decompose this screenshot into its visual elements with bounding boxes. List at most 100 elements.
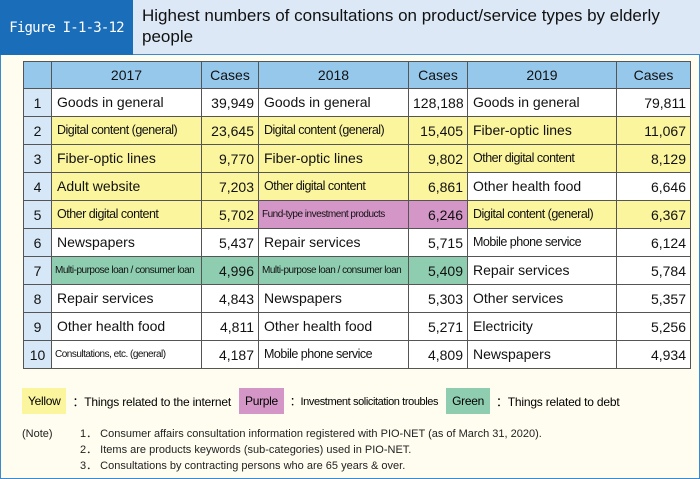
item-cell: Digital content (general) — [258, 116, 409, 145]
item-cell: Fund-type investment products — [258, 200, 409, 229]
item-cell: Newspapers — [467, 340, 617, 369]
cases-cell: 7,203 — [201, 172, 259, 201]
cases-cell: 8,129 — [616, 144, 691, 173]
item-cell: Goods in general — [258, 88, 409, 117]
table-row: 6 Newspapers 5,437 Repair services 5,715 Mobi… — [23, 228, 691, 257]
cases-cell: 11,067 — [616, 116, 691, 145]
note-item: 2． Items are products keywords (sub-cate… — [80, 444, 412, 456]
item-cell: Fiber-optic lines — [51, 144, 202, 173]
cases-cell: 39,949 — [201, 88, 259, 117]
item-cell: Newspapers — [51, 228, 202, 257]
item-cell: Digital content (general) — [51, 116, 202, 145]
cases-cell: 4,996 — [201, 256, 259, 285]
cases-cell: 4,187 — [201, 340, 259, 369]
cases-cell: 6,367 — [616, 200, 691, 229]
item-cell: Goods in general — [51, 88, 202, 117]
item-cell: Adult website — [51, 172, 202, 201]
item-cell: Consultations, etc. (general) — [51, 340, 202, 369]
cases-cell: 5,409 — [408, 256, 468, 285]
cases-cell: 9,770 — [201, 144, 259, 173]
item-cell: Fiber-optic lines — [467, 116, 617, 145]
figure-header: Figure I-1-3-12 Highest numbers of consu… — [0, 0, 700, 55]
cases-cell: 4,843 — [201, 284, 259, 313]
cases-cell: 5,702 — [201, 200, 259, 229]
legend-swatch-yellow: Yellow — [22, 388, 67, 414]
item-cell: Digital content (general) — [467, 200, 617, 229]
cases-cell: 23,645 — [201, 116, 259, 145]
column-header: Cases — [408, 61, 468, 89]
rank-cell: 6 — [23, 228, 52, 257]
item-cell: Mobile phone service — [467, 228, 617, 257]
item-cell: Other services — [467, 284, 617, 313]
rank-cell: 4 — [23, 172, 52, 201]
rank-cell: 10 — [23, 340, 52, 369]
item-cell: Other health food — [258, 312, 409, 341]
legend-label: ：Investment solicitation troubles — [289, 396, 439, 408]
table-header-row: 2017 Cases 2018 Cases 2019 Cases — [23, 61, 691, 89]
item-cell: Multi-purpose loan / consumer loan — [51, 256, 202, 285]
item-cell: Repair services — [51, 284, 202, 313]
column-header: 2017 — [51, 61, 202, 89]
rank-cell: 5 — [23, 200, 52, 229]
item-cell: Other digital content — [258, 172, 409, 201]
cases-cell: 6,246 — [408, 200, 468, 229]
table-row: 4 Adult website 7,203 Other digital content… — [23, 172, 691, 201]
rank-cell: 8 — [23, 284, 52, 313]
item-cell: Electricity — [467, 312, 617, 341]
rank-cell: 2 — [23, 116, 52, 145]
legend-swatch-purple: Purple — [239, 388, 284, 414]
item-cell: Fiber-optic lines — [258, 144, 409, 173]
cases-cell: 6,124 — [616, 228, 691, 257]
item-cell: Other digital content — [51, 200, 202, 229]
cases-cell: 4,811 — [201, 312, 259, 341]
table-row: 9 Other health food 4,811 Other health food… — [23, 312, 691, 341]
column-header: Cases — [616, 61, 691, 89]
column-header: 2019 — [467, 61, 617, 89]
table-row: 2 Digital content (general) 23,645 Digital … — [23, 116, 691, 145]
rank-cell: 9 — [23, 312, 52, 341]
rank-cell: 7 — [23, 256, 52, 285]
legend-swatch-green: Green — [446, 388, 490, 414]
rank-cell: 3 — [23, 144, 52, 173]
cases-cell: 5,715 — [408, 228, 468, 257]
table-row: 7 Multi-purpose loan / consumer loan 4,996… — [23, 256, 691, 285]
legend-label: ：Things related to debt — [495, 394, 620, 409]
column-header: Cases — [201, 61, 259, 89]
cases-cell: 5,303 — [408, 284, 468, 313]
cases-cell: 4,934 — [616, 340, 691, 369]
cases-cell: 4,809 — [408, 340, 468, 369]
cases-cell: 128,188 — [408, 88, 468, 117]
rank-cell: 1 — [23, 88, 52, 117]
figure-number: Figure I-1-3-12 — [0, 0, 133, 55]
item-cell: Other health food — [51, 312, 202, 341]
cases-cell: 79,811 — [616, 88, 691, 117]
note-item: 1． Consumer affairs consultation informa… — [80, 428, 542, 440]
item-cell: Other digital content — [467, 144, 617, 173]
item-cell: Other health food — [467, 172, 617, 201]
item-cell: Mobile phone service — [258, 340, 409, 369]
legend-label: ：Things related to the internet — [72, 394, 232, 409]
figure-title: Highest numbers of consultations on prod… — [142, 6, 660, 46]
table-row: 8 Repair services 4,843 Newspapers 5,303 Othe… — [23, 284, 691, 313]
item-cell: Newspapers — [258, 284, 409, 313]
table-row: 5 Other digital content 5,702 Fund-type inv… — [23, 200, 691, 229]
cases-cell: 5,271 — [408, 312, 468, 341]
notes: (Note) 1． Consumer affairs consultation … — [22, 426, 692, 474]
item-cell: Repair services — [467, 256, 617, 285]
cases-cell: 5,357 — [616, 284, 691, 313]
table-row: 10 Consultations, etc. (general) 4,187 Mobi… — [23, 340, 691, 369]
consultation-table: 2017 Cases 2018 Cases 2019 Cases 1 Goods in ge… — [23, 61, 691, 369]
column-header: 2018 — [258, 61, 409, 89]
note-item: 3． Consultations by contracting persons … — [80, 460, 406, 472]
notes-label: (Note) — [22, 428, 53, 440]
cases-cell: 9,802 — [408, 144, 468, 173]
cases-cell: 6,646 — [616, 172, 691, 201]
item-cell: Goods in general — [467, 88, 617, 117]
cases-cell: 5,256 — [616, 312, 691, 341]
cases-cell: 5,437 — [201, 228, 259, 257]
table-row: 3 Fiber-optic lines 9,770 Fiber-optic lines… — [23, 144, 691, 173]
cases-cell: 6,861 — [408, 172, 468, 201]
item-cell: Multi-purpose loan / consumer loan — [258, 256, 409, 285]
table-row: 1 Goods in general 39,949 Goods in general 1… — [23, 88, 691, 117]
item-cell: Repair services — [258, 228, 409, 257]
